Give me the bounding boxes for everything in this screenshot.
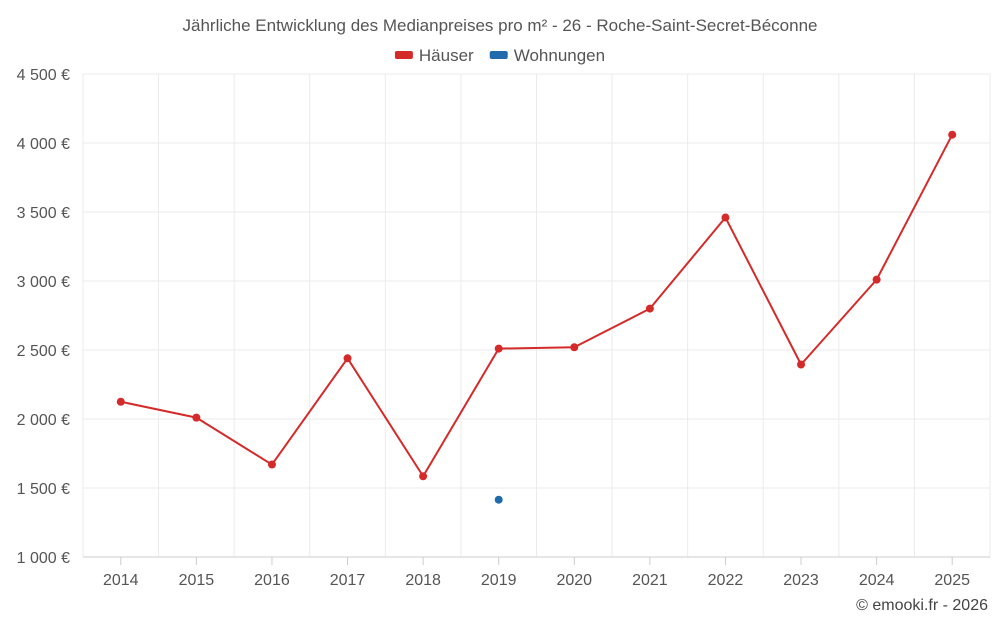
y-tick-label: 4 000 €: [17, 136, 70, 153]
data-point-häuser-2018[interactable]: [419, 472, 428, 481]
x-tick-label: 2020: [556, 572, 592, 589]
x-tick-label: 2014: [103, 572, 139, 589]
legend-item-1[interactable]: Wohnungen: [489, 46, 605, 65]
credit-text: © emooki.fr - 2026: [856, 597, 988, 614]
x-tick-label: 2018: [405, 572, 441, 589]
x-tick-label: 2019: [481, 572, 517, 589]
series-layer: [116, 130, 957, 504]
data-point-häuser-2017[interactable]: [343, 354, 352, 363]
x-tick-label: 2025: [934, 572, 970, 589]
legend-swatch: [394, 51, 413, 59]
x-tick-label: 2016: [254, 572, 290, 589]
legend-label: Wohnungen: [514, 46, 605, 65]
x-tick-label: 2021: [632, 572, 668, 589]
grid: [82, 73, 991, 558]
y-tick-label: 3 000 €: [17, 274, 70, 291]
x-tick-label: 2023: [783, 572, 819, 589]
data-point-häuser-2020[interactable]: [570, 343, 579, 352]
y-tick-label: 2 000 €: [17, 412, 70, 429]
axes: 1 000 € 1 500 € 2 000 € 2 500 € 3 000 € 3 500…: [17, 67, 990, 589]
data-point-häuser-2021[interactable]: [645, 304, 654, 313]
chart-title: Jährliche Entwicklung des Medianpreises …: [183, 16, 818, 35]
data-point-häuser-2022[interactable]: [721, 213, 730, 222]
data-point-häuser-2015[interactable]: [192, 413, 201, 422]
legend-label: Häuser: [419, 46, 474, 65]
data-point-häuser-2014[interactable]: [116, 397, 125, 406]
y-tick-label: 1 500 €: [17, 481, 70, 498]
y-tick-label: 2 500 €: [17, 343, 70, 360]
y-tick-label: 4 500 €: [17, 67, 70, 84]
data-point-häuser-2025[interactable]: [948, 130, 957, 139]
y-tick-label: 3 500 €: [17, 205, 70, 222]
data-point-häuser-2023[interactable]: [797, 360, 806, 369]
y-tick-label: 1 000 €: [17, 550, 70, 567]
x-tick-label: 2017: [330, 572, 366, 589]
x-tick-label: 2022: [708, 572, 744, 589]
data-point-häuser-2016[interactable]: [267, 460, 276, 469]
legend-item-0[interactable]: Häuser: [394, 46, 474, 65]
x-tick-label: 2024: [859, 572, 895, 589]
data-point-häuser-2019[interactable]: [494, 344, 503, 353]
data-point-wohnungen-2019[interactable]: [494, 495, 503, 504]
legend-swatch: [489, 51, 508, 59]
x-tick-label: 2015: [179, 572, 215, 589]
data-point-häuser-2024[interactable]: [872, 275, 881, 284]
series-line-0: [120, 134, 954, 478]
legend[interactable]: Häuser Wohnungen: [394, 46, 605, 65]
